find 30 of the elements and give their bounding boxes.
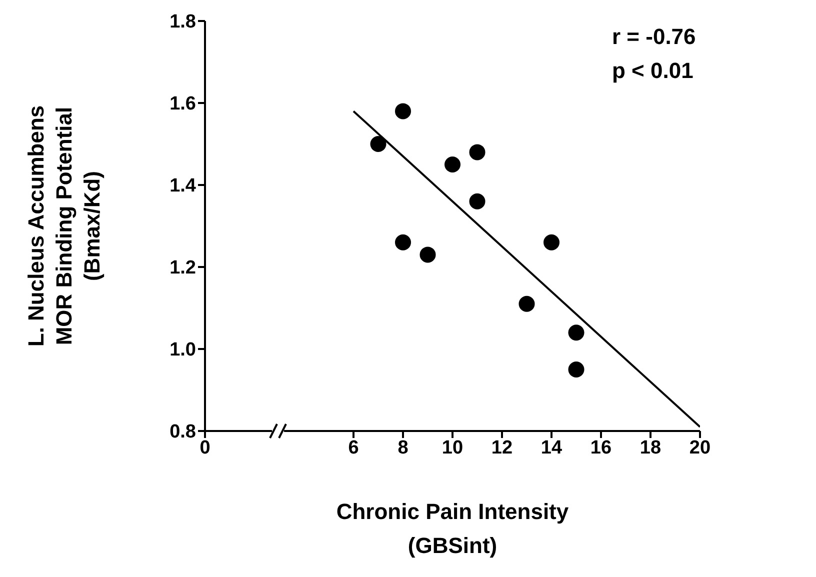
point bbox=[370, 136, 386, 152]
y-tick-label: 1.0 bbox=[170, 340, 196, 361]
point bbox=[420, 246, 436, 263]
x-tick-label: 8 bbox=[398, 437, 408, 458]
x-tick-label: 20 bbox=[689, 437, 711, 458]
annotation: p < 0.01 bbox=[612, 57, 694, 85]
point bbox=[568, 362, 584, 378]
y-tick-label: 1.6 bbox=[170, 94, 196, 115]
x-tick-label: 6 bbox=[348, 437, 359, 458]
x-tick-label: 18 bbox=[640, 437, 662, 458]
annotation: r = -0.76 bbox=[612, 23, 696, 51]
y-tick-label: 1.8 bbox=[170, 12, 196, 33]
y-tick-label: 1.4 bbox=[170, 176, 196, 197]
point bbox=[518, 296, 535, 312]
y-tick-label: 1.2 bbox=[170, 258, 196, 279]
point bbox=[544, 234, 560, 250]
x-tick-label: 16 bbox=[590, 437, 612, 458]
point bbox=[469, 144, 486, 160]
point bbox=[469, 193, 486, 210]
point bbox=[395, 234, 411, 250]
y-tick-label: 0.8 bbox=[170, 422, 196, 443]
x-tick-label: 12 bbox=[491, 437, 513, 458]
x-tick-label: 14 bbox=[540, 437, 562, 458]
point bbox=[395, 103, 411, 120]
y-axis-title: L. Nucleus Accumbens MOR Binding Potential (Bmax/Kd) bbox=[23, 105, 106, 347]
point bbox=[444, 156, 460, 172]
point bbox=[568, 324, 584, 341]
x-tick-label: 10 bbox=[442, 437, 464, 458]
x-tick-label: 0 bbox=[200, 437, 210, 458]
x-axis-title: Chronic Pain Intensity (GBSint) bbox=[335, 498, 570, 560]
